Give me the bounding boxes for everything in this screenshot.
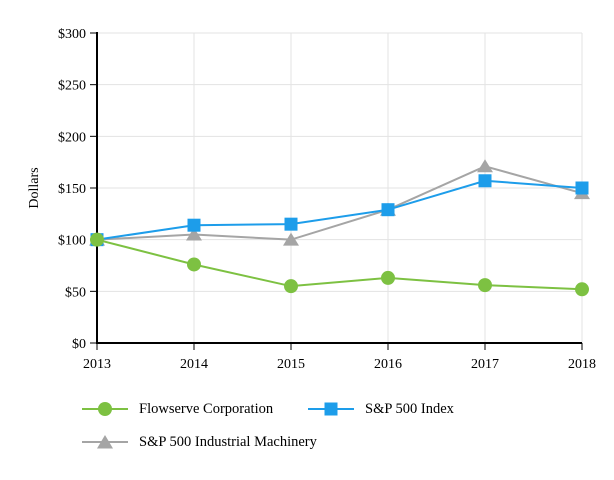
triangle-marker-icon bbox=[82, 435, 128, 449]
legend-label-sp500: S&P 500 Index bbox=[365, 400, 454, 417]
square-marker-icon bbox=[308, 402, 354, 416]
svg-text:2014: 2014 bbox=[180, 357, 208, 372]
svg-text:$250: $250 bbox=[58, 79, 86, 94]
svg-text:$100: $100 bbox=[58, 234, 86, 249]
svg-text:2017: 2017 bbox=[471, 357, 499, 372]
svg-text:Dollars: Dollars bbox=[27, 167, 42, 208]
svg-text:2013: 2013 bbox=[83, 357, 111, 372]
svg-text:$300: $300 bbox=[58, 27, 86, 42]
legend-item-flowserve: Flowserve Corporation bbox=[82, 400, 273, 418]
total-return-line-chart: $0 $50 $100 $150 $200 $250 $300 2013 2014 2015 201… bbox=[27, 27, 596, 372]
circle-marker-icon bbox=[82, 402, 128, 416]
svg-text:2018: 2018 bbox=[568, 357, 596, 372]
svg-text:$50: $50 bbox=[65, 285, 86, 300]
svg-text:2015: 2015 bbox=[277, 357, 305, 372]
legend-label-flowserve: Flowserve Corporation bbox=[139, 400, 274, 417]
legend-item-industrial-machinery: S&P 500 Industrial Machinery bbox=[82, 433, 317, 451]
svg-text:$150: $150 bbox=[58, 182, 86, 197]
legend-item-sp500: S&P 500 Index bbox=[308, 400, 454, 418]
legend-label-industrial-machinery: S&P 500 Industrial Machinery bbox=[139, 433, 317, 450]
svg-text:$0: $0 bbox=[72, 337, 86, 352]
svg-text:2016: 2016 bbox=[374, 357, 402, 372]
svg-text:$200: $200 bbox=[58, 130, 86, 145]
